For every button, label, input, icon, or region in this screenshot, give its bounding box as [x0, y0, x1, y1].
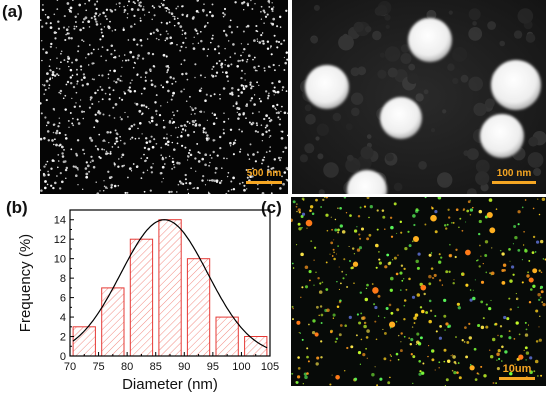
- y-tick-label: 10: [54, 254, 66, 266]
- y-tick-label: 12: [54, 234, 66, 246]
- darkfield-canvas: 10um: [291, 197, 546, 386]
- x-tick-label: 75: [92, 361, 104, 373]
- scale-bar-10um: [499, 377, 535, 380]
- y-tick-label: 6: [60, 293, 66, 305]
- x-tick-label: 80: [121, 361, 133, 373]
- x-tick-label: 105: [261, 361, 279, 373]
- histogram-canvas: 70 75 80 85 90 95 100 105 0 2 4 6 8 10 12 14 Diameter …: [17, 209, 279, 393]
- darkfield-image: 10um: [291, 197, 546, 386]
- panel-label-a: (a): [2, 2, 23, 21]
- gaussian-fit-curve: [72, 219, 268, 349]
- x-tick-label: 70: [64, 361, 76, 373]
- scale-label-500nm: 500 nm: [247, 168, 282, 179]
- nanoparticle: [491, 60, 541, 110]
- x-tick-label: 85: [150, 361, 162, 373]
- sem-high-mag-canvas: 100 nm: [292, 0, 546, 194]
- y-tick-label: 4: [60, 312, 66, 324]
- diameter-histogram: 70 75 80 85 90 95 100 105 0 2 4 6 8 10 12 14 Diameter …: [0, 198, 290, 401]
- x-tick-label: 90: [178, 361, 190, 373]
- histogram-bar: [129, 238, 154, 357]
- scale-bar-500nm: [246, 181, 282, 184]
- nanoparticle: [480, 114, 524, 158]
- y-axis-label: Frequency (%): [17, 234, 34, 332]
- scale-label-10um: 10um: [503, 363, 532, 375]
- histogram-bar: [186, 258, 211, 357]
- y-tick-label: 2: [60, 332, 66, 344]
- sem-image-low-mag: 500 nm: [40, 0, 288, 194]
- x-tick-label: 95: [207, 361, 219, 373]
- panel-label-c: (c): [261, 198, 282, 217]
- x-axis-label: Diameter (nm): [122, 376, 218, 393]
- nanoparticle: [305, 65, 349, 109]
- scale-bar-100nm: [492, 181, 536, 184]
- nanoparticle: [380, 97, 422, 139]
- nanoparticle: [408, 18, 452, 62]
- sem-image-high-mag: 100 nm: [292, 0, 546, 194]
- x-tick-label: 100: [232, 361, 250, 373]
- histogram-bar: [215, 316, 239, 357]
- histogram-bar: [158, 219, 182, 357]
- y-tick-label: 14: [54, 215, 66, 227]
- histogram-bar: [101, 287, 125, 357]
- nanoparticle: [347, 170, 387, 194]
- panel-label-b: (b): [6, 198, 28, 217]
- scale-label-100nm: 100 nm: [497, 168, 532, 179]
- y-tick-label: 0: [60, 351, 66, 363]
- y-tick-label: 8: [60, 273, 66, 285]
- sem-low-mag-canvas: 500 nm: [40, 0, 288, 194]
